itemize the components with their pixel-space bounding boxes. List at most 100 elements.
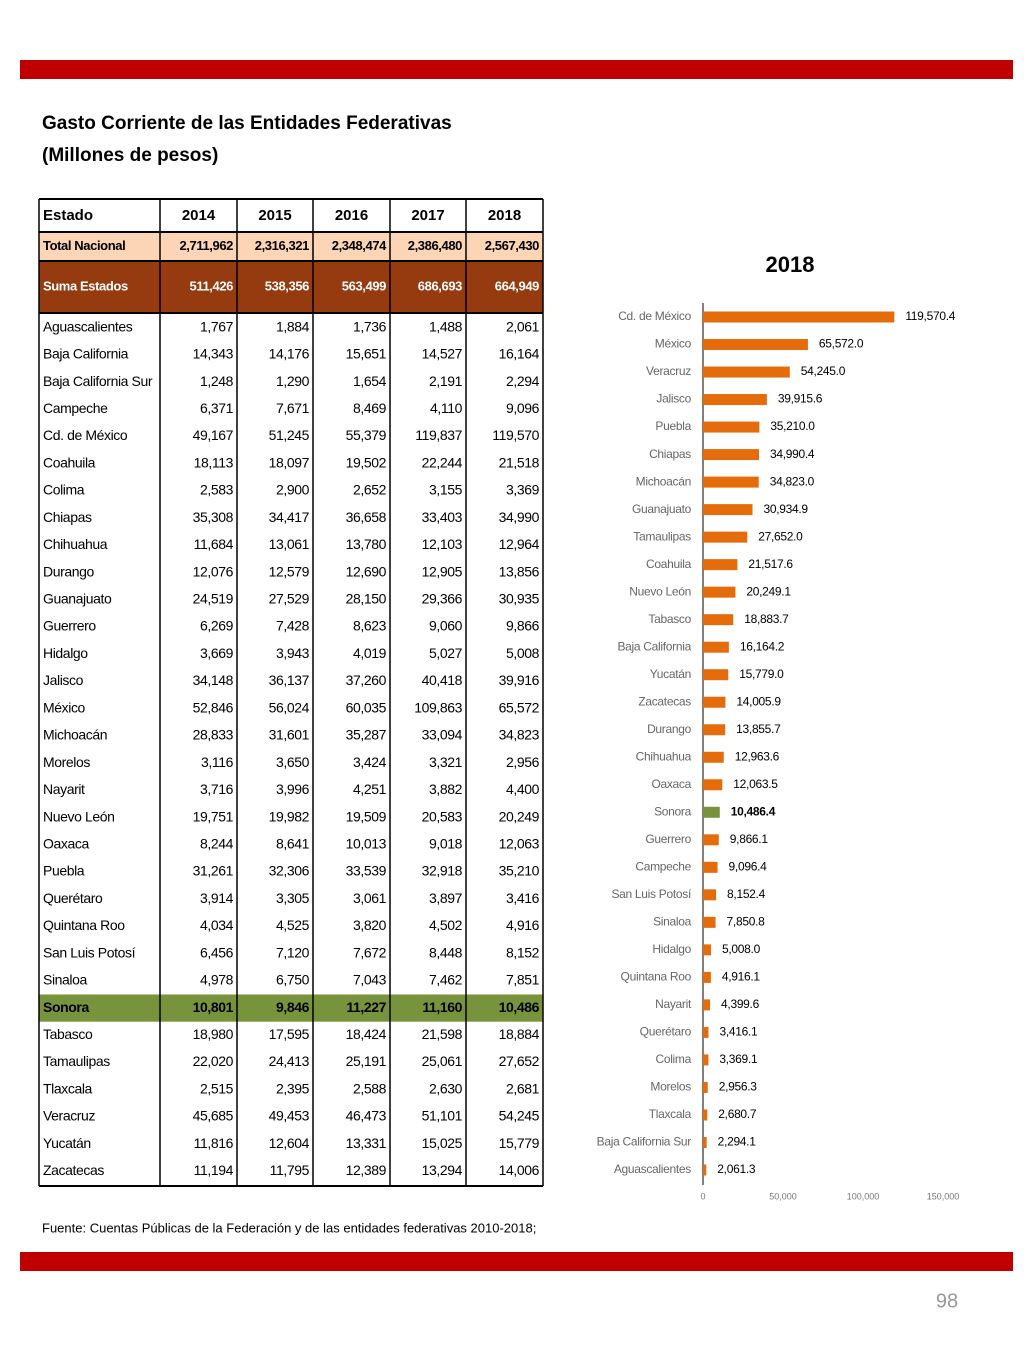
column-header: Estado [43,207,93,224]
row-label: Campeche [43,400,108,416]
cell: 13,856 [499,563,540,579]
cell: 13,294 [422,1162,463,1178]
cell: 7,120 [276,944,310,960]
cell: 13,780 [346,536,387,552]
cell: 14,006 [499,1162,540,1178]
category-label: Nayarit [655,997,692,1011]
cell: 686,693 [418,278,462,293]
value-label: 8,152.4 [727,887,766,901]
cell: 18,424 [346,1026,387,1042]
cell: 5,008 [506,645,540,661]
category-label: Guerrero [645,832,691,846]
x-tick-label: 150,000 [927,1191,960,1201]
page-number: 98 [936,1290,958,1312]
bar [703,806,720,818]
cell: 54,245 [499,1108,540,1124]
category-label: Guanajuato [632,502,692,516]
category-label: Quintana Roo [621,970,692,984]
value-label: 35,210.0 [770,419,815,433]
cell: 18,097 [269,454,310,470]
cell: 3,820 [353,917,387,933]
cell: 28,150 [346,591,387,607]
column-header: 2018 [488,207,521,224]
category-label: Sonora [654,804,692,818]
cell: 11,795 [270,1162,310,1178]
cell: 19,509 [346,808,387,824]
value-label: 10,486.4 [731,804,776,818]
cell: 40,418 [422,672,463,688]
cell: 4,110 [430,400,463,416]
top-band [20,60,1013,79]
cell: 32,306 [269,863,310,879]
cell: 46,473 [346,1108,387,1124]
cell: 3,424 [353,754,387,770]
bar [703,669,729,681]
cell: 14,527 [422,346,463,362]
cell: 3,369 [506,482,540,498]
cell: 7,462 [429,972,463,988]
cell: 34,148 [193,672,234,688]
cell: 3,914 [200,890,234,906]
cell: 18,884 [499,1026,540,1042]
value-label: 14,005.9 [736,694,781,708]
cell: 27,652 [499,1053,540,1069]
value-label: 7,850.8 [727,915,766,929]
cell: 2,395 [276,1080,310,1096]
cell: 49,453 [269,1108,310,1124]
cell: 8,469 [353,400,387,416]
cell: 51,245 [269,427,310,443]
category-label: Cd. de México [618,309,691,323]
value-label: 4,399.6 [721,997,760,1011]
row-label: Jalisco [43,672,84,688]
cell: 2,515 [200,1080,234,1096]
row-label: Zacatecas [43,1162,104,1178]
cell: 24,519 [193,591,234,607]
cell: 9,018 [429,835,463,851]
cell: 11,684 [194,536,234,552]
highlight-row-bg [39,994,543,1022]
cell: 27,529 [269,591,310,607]
cell: 3,650 [276,754,310,770]
bar [703,449,759,461]
value-label: 2,680.7 [718,1107,757,1121]
category-label: Morelos [650,1080,691,1094]
category-label: Baja California Sur [597,1135,692,1149]
value-label: 39,915.6 [778,392,823,406]
row-label: Quintana Roo [43,917,125,933]
category-label: Yucatán [650,667,691,681]
cell: 3,943 [276,645,310,661]
source: Fuente: Cuentas Públicas de la Federació… [42,1220,536,1235]
cell: 45,685 [193,1108,234,1124]
bar [703,1081,708,1093]
cell: 15,025 [422,1135,463,1151]
cell: 4,525 [276,917,310,933]
cell: 65,572 [499,699,540,715]
cell: 36,658 [346,509,387,525]
bar [703,476,759,488]
cell: 109,863 [414,699,462,715]
cell: 11,227 [346,999,386,1015]
row-label: Tlaxcala [43,1080,93,1096]
cell: 7,851 [506,972,540,988]
row-label: Total Nacional [43,238,125,253]
cell: 12,389 [346,1162,387,1178]
cell: 2,316,321 [255,238,309,253]
bar [703,834,719,846]
cell: 28,833 [193,727,234,743]
cell: 8,641 [276,835,310,851]
value-label: 54,245.0 [801,364,846,378]
column-header: 2017 [411,207,444,224]
cell: 19,502 [346,454,387,470]
cell: 30,935 [499,591,540,607]
cell: 9,866 [506,618,540,634]
row-label: Guerrero [43,618,96,634]
cell: 22,020 [193,1053,234,1069]
cell: 538,356 [265,278,309,293]
cell: 33,539 [346,863,387,879]
value-label: 16,164.2 [740,639,785,653]
cell: 31,601 [269,727,310,743]
value-label: 21,517.6 [748,557,793,571]
category-label: Tabasco [648,612,691,626]
column-header: 2014 [182,207,216,224]
row-label: Michoacán [43,727,107,743]
